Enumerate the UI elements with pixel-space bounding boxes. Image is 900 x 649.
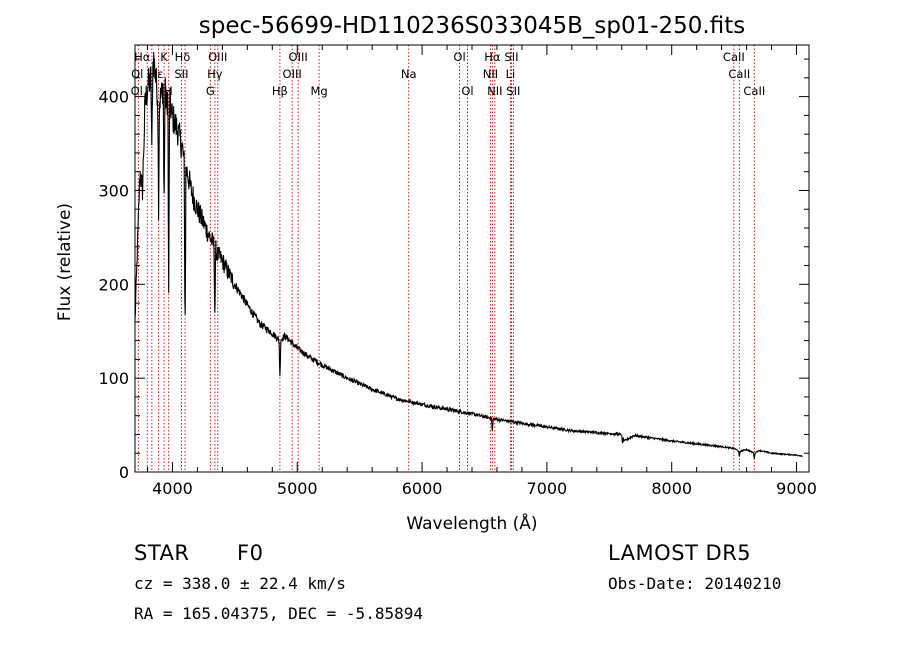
object-subclass: F0: [237, 541, 264, 565]
line-label: OIII: [289, 50, 308, 64]
line-label: SII: [174, 67, 188, 81]
line-label: NII: [483, 67, 498, 81]
line-label: CaII: [728, 67, 750, 81]
observation-date: Obs-Date: 20140210: [608, 574, 782, 593]
line-label: CaII: [743, 84, 765, 98]
line-label: Hγ: [207, 67, 223, 81]
chart-title: spec-56699-HD110236S033045B_sp01-250.fit…: [199, 13, 745, 39]
x-tick-label: 5000: [277, 479, 318, 498]
y-tick-label: 200: [98, 275, 129, 294]
y-tick-label: 0: [119, 463, 129, 482]
axis-ticks: 4000 5000 6000 7000 8000 9000 0 100 200 300 400: [98, 45, 817, 498]
line-label: H: [164, 84, 173, 98]
x-axis-label: Wavelength (Å): [406, 512, 537, 534]
spectrum-series-line: [134, 51, 803, 460]
y-tick-label: 100: [98, 369, 129, 388]
line-label: Na: [401, 67, 417, 81]
object-type: STAR: [134, 541, 190, 565]
survey-release: LAMOST DR5: [608, 541, 752, 565]
x-tick-label: 4000: [152, 479, 193, 498]
line-label: K: [160, 50, 168, 64]
y-axis-label: Flux (relative): [55, 203, 75, 321]
line-label: Li: [506, 67, 516, 81]
line-label: Hα: [134, 50, 151, 64]
line-label: Ol: [461, 84, 473, 98]
x-tick-label: 6000: [402, 479, 443, 498]
line-label: Hα: [484, 50, 501, 64]
line-label: SII: [506, 84, 520, 98]
line-label: Ol: [131, 84, 143, 98]
y-tick-label: 300: [98, 181, 129, 200]
line-label: G: [206, 84, 215, 98]
sky-coordinates: RA = 165.04375, DEC = -5.85894: [134, 604, 423, 623]
line-label: OIII: [208, 50, 227, 64]
plot-frame: [134, 44, 810, 473]
line-label: OIII: [283, 67, 302, 81]
x-tick-label: 8000: [651, 479, 692, 498]
line-label: Hβ: [272, 84, 288, 98]
line-label: Hδ: [175, 50, 191, 64]
line-label: Ol: [131, 67, 143, 81]
x-tick-label: 7000: [527, 479, 568, 498]
x-tick-label: 9000: [776, 479, 817, 498]
line-label: Mg: [310, 84, 327, 98]
y-tick-label: 400: [98, 88, 129, 107]
line-label: Ol: [453, 50, 465, 64]
line-label: NII: [487, 84, 502, 98]
line-label: SII: [504, 50, 518, 64]
line-label: CaII: [723, 50, 745, 64]
redshift-velocity: cz = 338.0 ± 22.4 km/s: [134, 574, 346, 593]
